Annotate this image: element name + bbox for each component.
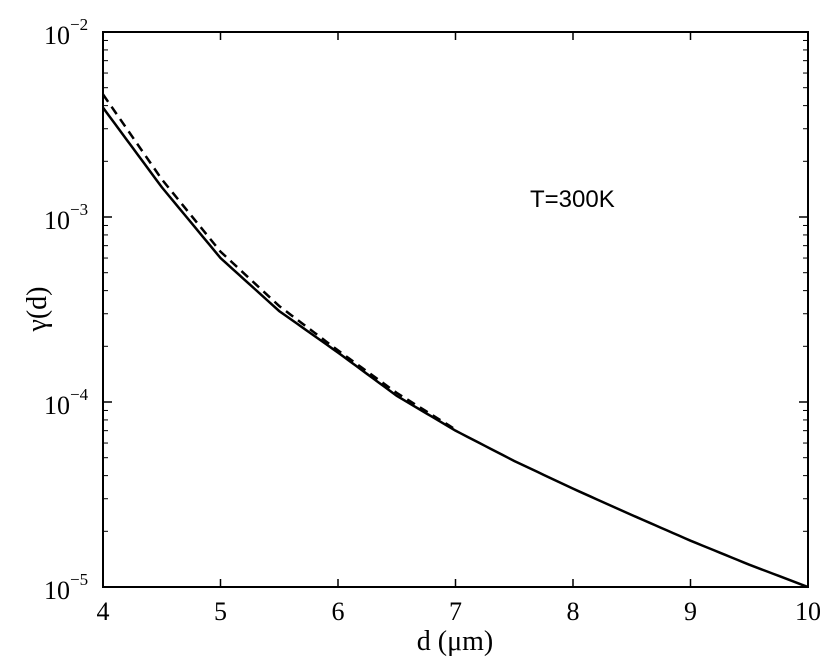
x-tick-label: 9 <box>684 597 697 626</box>
series-line-solid <box>101 106 809 589</box>
x-tick-label: 4 <box>97 597 110 626</box>
x-tick-label: 8 <box>567 597 580 626</box>
tick-marks <box>102 31 809 588</box>
series-lines <box>101 93 809 589</box>
x-tick-label: 10 <box>795 597 821 626</box>
x-tick-label: 5 <box>214 597 227 626</box>
annotation-temperature: T=300K <box>530 186 615 213</box>
y-tick-labels: 10−2 10−3 10−4 10−5 <box>44 15 89 605</box>
y-tick-label: 10−2 <box>44 15 88 50</box>
series-line-dashed <box>101 93 457 431</box>
y-axis-label: γ(d) <box>22 286 53 332</box>
y-tick-label: 10−5 <box>44 570 88 605</box>
y-tick-label: 10−3 <box>44 200 88 235</box>
y-tick-label: 10−4 <box>44 385 89 420</box>
x-axis-label: d (μm) <box>417 626 493 657</box>
x-tick-label: 7 <box>449 597 462 626</box>
x-tick-label: 6 <box>332 597 345 626</box>
x-tick-labels: 4 5 6 7 8 9 10 <box>97 597 822 626</box>
plot-frame <box>102 31 809 588</box>
